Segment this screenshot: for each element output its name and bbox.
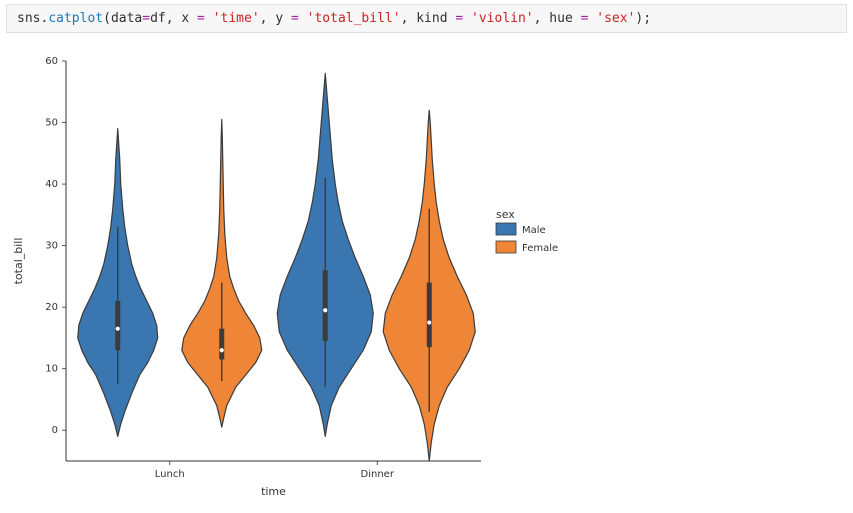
code-method: catplot [48, 11, 103, 26]
x-tick-label: Lunch [155, 469, 185, 480]
violin-median [220, 348, 224, 352]
violin-box [219, 329, 224, 360]
legend-label: Male [522, 225, 546, 236]
y-tick-label: 10 [45, 364, 58, 375]
violin-box [115, 301, 120, 350]
violin-box [427, 283, 432, 348]
y-tick-label: 20 [45, 302, 58, 313]
y-tick-label: 0 [52, 425, 58, 436]
violin-median [116, 327, 120, 331]
code-cell: sns.catplot(data=df, x = 'time', y = 'to… [6, 4, 847, 33]
y-tick-label: 30 [45, 241, 58, 252]
violin-median [427, 320, 431, 324]
legend-swatch [496, 223, 516, 235]
x-tick-label: Dinner [361, 469, 395, 480]
x-axis-label: time [261, 485, 286, 498]
y-axis-label: total_bill [12, 238, 25, 285]
legend-title: sex [496, 208, 515, 221]
code-obj: sns [17, 11, 40, 26]
y-tick-label: 60 [45, 56, 58, 67]
violin-chart: 0 10 20 30 40 50 60 total_bill Lunch Dinner time se… [0, 33, 853, 513]
legend-swatch [496, 241, 516, 253]
violin-box [323, 270, 328, 341]
legend-label: Female [522, 243, 558, 254]
y-tick-label: 40 [45, 179, 58, 190]
violin-median [323, 308, 327, 312]
y-tick-label: 50 [45, 118, 58, 129]
